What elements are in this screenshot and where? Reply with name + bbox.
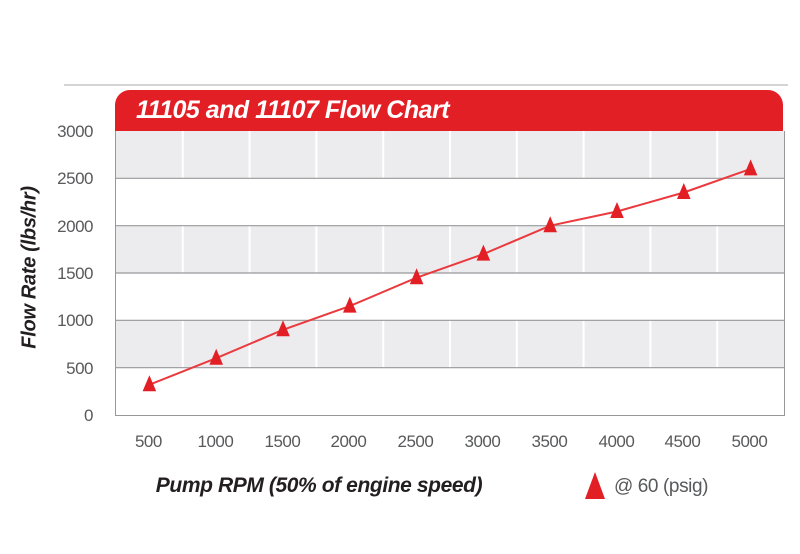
x-tick-label: 500 xyxy=(134,432,162,451)
y-tick-label: 3000 xyxy=(57,122,93,141)
x-tick-label: 5000 xyxy=(731,432,768,451)
legend-label: @ 60 (psig) xyxy=(614,476,709,497)
y-tick-label: 1000 xyxy=(57,311,93,330)
x-tick-label: 1000 xyxy=(197,432,234,451)
y-tick-label: 500 xyxy=(66,359,93,378)
y-tick-label: 0 xyxy=(84,406,93,425)
x-tick-label: 1500 xyxy=(264,432,301,451)
chart-title-banner: 11105 and 11107 Flow Chart xyxy=(115,90,783,131)
x-tick-label: 4500 xyxy=(664,432,701,451)
flow-line-chart xyxy=(116,131,784,415)
plot-area xyxy=(115,131,785,416)
x-tick-label: 2000 xyxy=(330,432,367,451)
x-axis-title: Pump RPM (50% of engine speed) xyxy=(155,474,483,497)
y-tick-label: 1500 xyxy=(57,264,93,283)
x-tick-label: 3000 xyxy=(464,432,501,451)
chart-title: 11105 and 11107 Flow Chart xyxy=(136,96,450,124)
y-tick-label: 2000 xyxy=(57,217,93,236)
legend-triangle-marker-icon xyxy=(585,472,605,499)
x-tick-label: 3500 xyxy=(531,432,568,451)
x-tick-label: 2500 xyxy=(397,432,434,451)
y-tick-label: 2500 xyxy=(57,169,93,188)
top-divider-line xyxy=(64,84,788,86)
legend: @ 60 (psig) xyxy=(585,472,708,499)
x-tick-label: 4000 xyxy=(598,432,635,451)
